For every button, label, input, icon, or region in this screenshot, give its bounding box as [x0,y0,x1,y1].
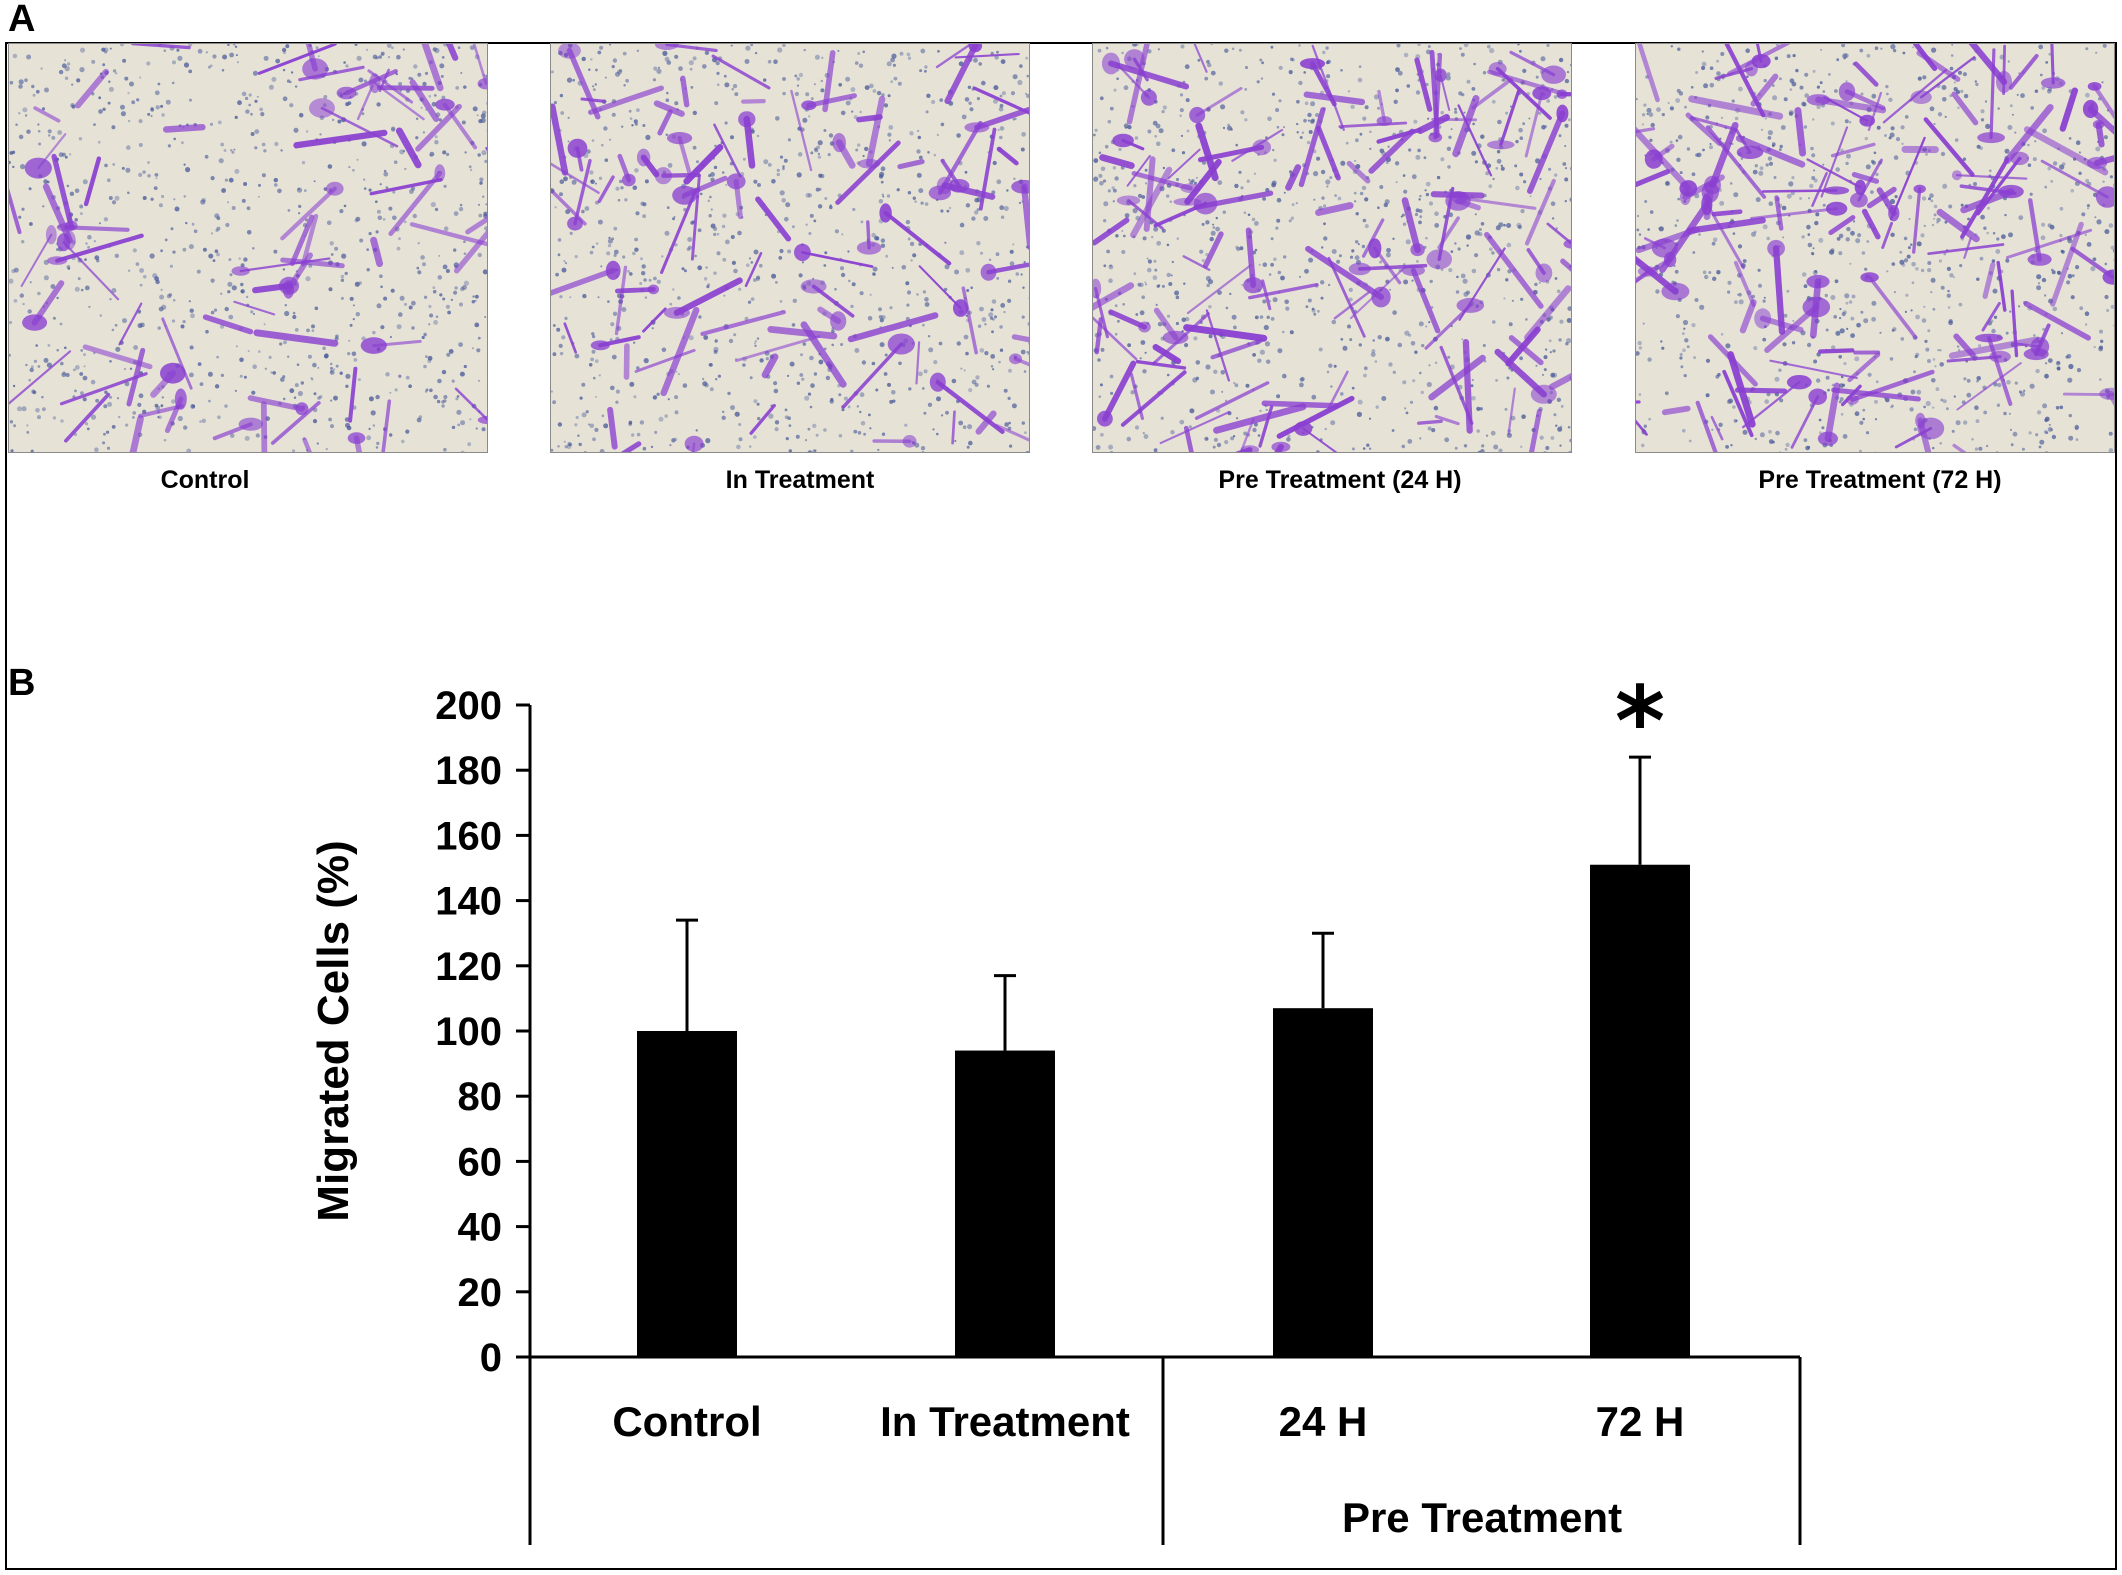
panel-b-label: B [8,662,36,704]
x-category-label-0: Control [612,1398,761,1445]
x-group-label: Pre Treatment [1342,1494,1622,1541]
x-category-label-1: In Treatment [880,1398,1130,1445]
y-tick-label: 60 [458,1140,503,1184]
bar-0 [637,1031,737,1357]
micrograph-control [8,43,488,453]
micrograph-caption-pre-72h: Pre Treatment (72 H) [1758,466,2002,494]
micrograph-caption-control: Control [160,466,250,494]
y-tick-label: 20 [458,1271,503,1315]
bar-3 [1590,864,1690,1357]
y-tick-label: 40 [458,1206,503,1250]
bar-1 [955,1050,1055,1357]
y-tick-label: 180 [435,749,502,793]
panel-a-label: A [8,0,36,40]
micrograph-pre-72h-image [1636,44,2114,452]
x-category-label-3: 72 H [1596,1398,1685,1445]
micrograph-in-treatment [550,43,1030,453]
micrograph-stained-cells [551,44,1029,452]
micrograph-pores [9,44,487,452]
y-tick-label: 200 [435,684,502,728]
x-category-label-2: 24 H [1279,1398,1368,1445]
figure-frame [5,42,2117,1570]
micrograph-pre-24h-image [1093,44,1571,452]
micrograph-caption-pre-24h: Pre Treatment (24 H) [1218,466,1462,494]
bar-2 [1273,1008,1373,1357]
y-tick-label: 0 [480,1336,502,1380]
micrograph-control-image [9,44,487,452]
micrograph-in-treatment-image [551,44,1029,452]
y-tick-label: 140 [435,880,502,924]
micrograph-pre-72h [1635,43,2115,453]
micrograph-stained-cells [1093,44,1571,452]
significance-marker-3: * [1615,666,1665,778]
y-tick-label: 100 [435,1010,502,1054]
micrograph-stained-cells [9,44,487,452]
micrograph-stained-cells [1636,44,2114,452]
y-tick-label: 120 [435,945,502,989]
y-tick-label: 160 [435,814,502,858]
micrograph-caption-in-treatment: In Treatment [725,466,875,494]
y-axis-label: Migrated Cells (%) [309,840,358,1221]
micrograph-pre-24h [1092,43,1572,453]
y-tick-label: 80 [458,1075,503,1119]
